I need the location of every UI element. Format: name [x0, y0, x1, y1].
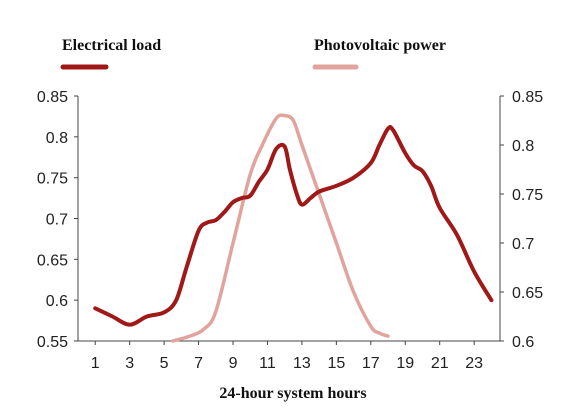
legend-label-photovoltaic-power: Photovoltaic power: [314, 37, 446, 54]
x-tick-label: 3: [125, 355, 134, 372]
x-tick-label: 13: [293, 355, 311, 372]
right-tick-label: 0.65: [512, 285, 543, 302]
x-axis-title: 24-hour system hours: [219, 385, 366, 402]
right-tick-label: 0.75: [512, 187, 543, 204]
x-tick-label: 21: [431, 355, 449, 372]
left-tick-label: 0.85: [37, 89, 68, 106]
series-line-photovoltaic-power: [170, 113, 390, 343]
x-tick-label: 15: [327, 355, 345, 372]
x-tick-label: 23: [465, 355, 483, 372]
left-tick-label: 0.65: [37, 252, 68, 269]
left-tick-label: 0.55: [37, 334, 68, 351]
x-tick-label: 19: [396, 355, 414, 372]
left-tick-label: 0.75: [37, 171, 68, 188]
legend-label-electrical-load: Electrical load: [62, 37, 161, 54]
x-tick-label: 7: [194, 355, 203, 372]
right-tick-label: 0.6: [512, 334, 534, 351]
x-tick-label: 9: [229, 355, 238, 372]
right-tick-label: 0.85: [512, 89, 543, 106]
left-tick-label: 0.6: [46, 293, 68, 310]
series-line-electrical-load: [93, 125, 494, 327]
left-tick-label: 0.7: [46, 212, 68, 229]
x-tick-label: 5: [160, 355, 169, 372]
x-tick-label: 17: [362, 355, 380, 372]
x-tick-label: 11: [259, 355, 276, 372]
x-tick-label: 1: [91, 355, 100, 372]
right-tick-label: 0.8: [512, 138, 534, 155]
right-tick-label: 0.7: [512, 236, 534, 253]
left-tick-label: 0.8: [46, 130, 68, 147]
